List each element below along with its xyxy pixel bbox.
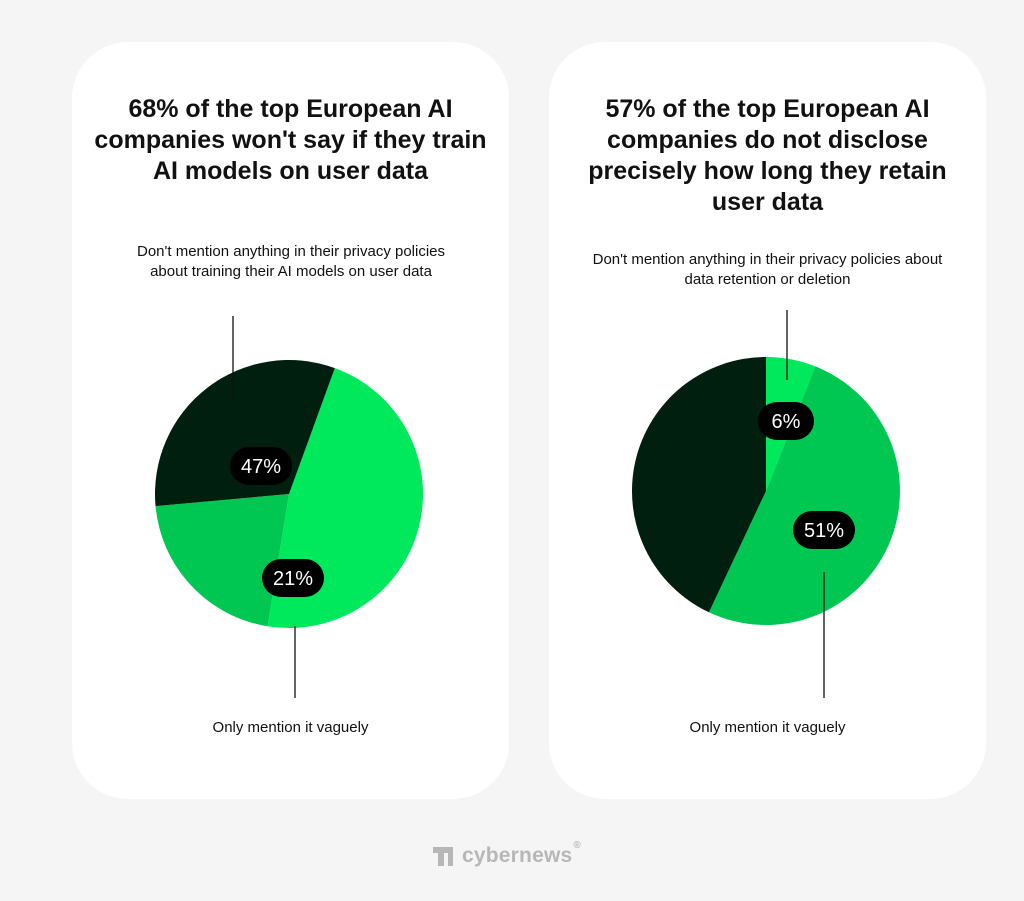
chart-title: 68% of the top European AI companies won… <box>94 95 487 185</box>
slice-value-label: 51% <box>793 511 855 549</box>
pie-slice-2 <box>155 494 289 627</box>
pie-slice-3 <box>631 356 766 613</box>
slice-value-label: 21% <box>262 559 324 597</box>
svg-text:6%: 6% <box>772 411 801 433</box>
pie-chart-training: 47% 21% <box>154 316 424 698</box>
top-annotation: Don't mention anything in their privacy … <box>136 243 446 280</box>
svg-text:47%: 47% <box>241 456 281 478</box>
pie-slice-2 <box>708 366 900 625</box>
chart-card-training: 68% of the top European AI companies won… <box>72 42 509 799</box>
svg-text:21%: 21% <box>273 568 313 590</box>
pie-chart-retention: 6% 51% <box>631 310 900 698</box>
cybernews-logo-icon <box>433 847 453 866</box>
top-annotation: Don't mention anything in their privacy … <box>592 251 943 288</box>
registered-mark: ® <box>573 840 581 851</box>
svg-text:51%: 51% <box>804 520 844 542</box>
chart-title: 57% of the top European AI companies do … <box>588 95 947 216</box>
cybernews-logo: cybernews® <box>432 840 581 870</box>
brand-name: cybernews® <box>462 840 581 867</box>
bottom-annotation: Only mention it vaguely <box>689 719 846 736</box>
slice-value-label: 6% <box>758 402 814 440</box>
bottom-annotation: Only mention it vaguely <box>212 719 369 736</box>
chart-card-retention: 57% of the top European AI companies do … <box>549 42 986 799</box>
slice-value-label: 47% <box>230 447 292 485</box>
